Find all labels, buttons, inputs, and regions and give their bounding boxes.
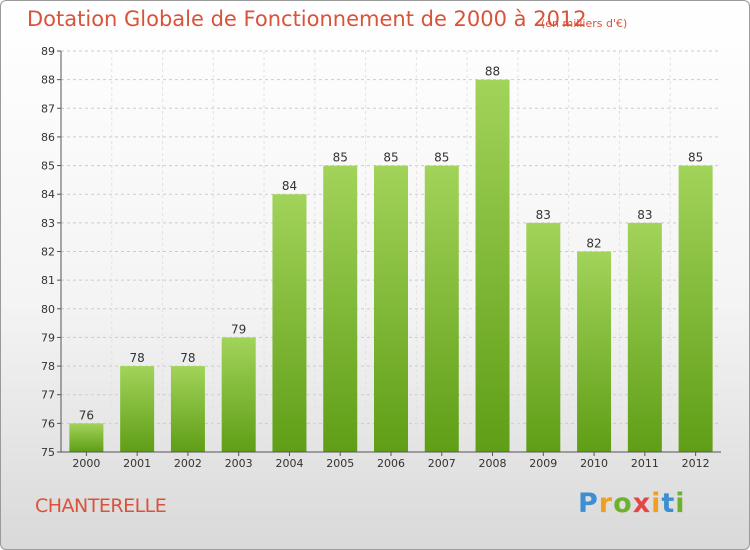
bar <box>272 194 307 452</box>
x-tick-label: 2008 <box>479 457 507 470</box>
y-tick-label: 84 <box>41 188 55 201</box>
bar-value-label: 88 <box>485 65 500 79</box>
bar <box>221 337 256 452</box>
x-tick-label: 2004 <box>275 457 303 470</box>
unit-note: (en milliers d'€) <box>541 17 628 30</box>
logo-letter: o <box>613 488 633 519</box>
y-tick-label: 81 <box>41 274 55 287</box>
bar-value-label: 76 <box>79 408 94 422</box>
chart-title: Dotation Globale de Fonctionnement de 20… <box>27 7 587 31</box>
bar <box>374 165 408 453</box>
bar-value-label: 82 <box>586 237 601 251</box>
logo-letter: r <box>598 488 614 519</box>
x-tick-label: 2012 <box>682 457 710 470</box>
bar-value-label: 83 <box>637 208 652 222</box>
y-tick-label: 76 <box>41 417 55 430</box>
x-tick-label: 2009 <box>529 457 557 470</box>
commune-name: CHANTERELLE <box>35 495 167 517</box>
bar-value-label: 85 <box>688 151 703 165</box>
labels: 75 76 77 78 79 80 81 82 83 84 85 86 87 88 89 76 2000 78 20… <box>41 45 710 470</box>
x-tick-label: 2000 <box>72 457 100 470</box>
x-tick-label: 2002 <box>174 457 202 470</box>
logo-letter: i <box>651 488 662 519</box>
bar <box>678 165 713 453</box>
x-tick-label: 2006 <box>377 457 405 470</box>
bar-value-label: 83 <box>536 208 551 222</box>
logo-letter: i <box>675 488 686 519</box>
y-tick-label: 82 <box>41 246 55 259</box>
x-tick-label: 2001 <box>123 457 151 470</box>
bar <box>170 366 205 452</box>
bar-value-label: 85 <box>434 151 449 165</box>
bar <box>526 222 561 452</box>
bar <box>120 366 155 452</box>
y-tick-label: 83 <box>41 217 55 230</box>
proxiti-logo: Proxiti <box>578 488 686 519</box>
y-tick-label: 78 <box>41 360 55 373</box>
y-tick-label: 79 <box>41 331 55 344</box>
bar <box>69 423 104 452</box>
y-tick-label: 89 <box>41 45 55 58</box>
y-tick-label: 85 <box>41 160 55 173</box>
y-tick-label: 86 <box>41 131 55 144</box>
x-tick-label: 2010 <box>580 457 608 470</box>
bar-value-label: 78 <box>180 351 195 365</box>
bars <box>69 79 713 453</box>
bar-value-label: 78 <box>130 351 145 365</box>
bar <box>424 165 459 453</box>
x-tick-label: 2003 <box>225 457 253 470</box>
y-tick-label: 87 <box>41 102 55 115</box>
logo-letter: t <box>661 488 676 519</box>
x-tick-label: 2007 <box>428 457 456 470</box>
bar <box>323 165 358 453</box>
bar-value-label: 85 <box>383 151 398 165</box>
x-tick-label: 2005 <box>326 457 354 470</box>
y-tick-label: 80 <box>41 303 55 316</box>
logo-letter: x <box>632 488 652 519</box>
x-tick-label: 2011 <box>631 457 659 470</box>
bar-value-label: 84 <box>282 179 297 193</box>
bar <box>475 79 510 453</box>
bar <box>577 251 612 452</box>
bar <box>627 222 662 452</box>
logo-letter: P <box>578 488 599 519</box>
y-tick-label: 88 <box>41 74 55 87</box>
bar-value-label: 85 <box>333 151 348 165</box>
y-tick-label: 75 <box>41 446 55 459</box>
y-tick-label: 77 <box>41 389 55 402</box>
bar-value-label: 79 <box>231 322 246 336</box>
axes <box>57 50 721 456</box>
